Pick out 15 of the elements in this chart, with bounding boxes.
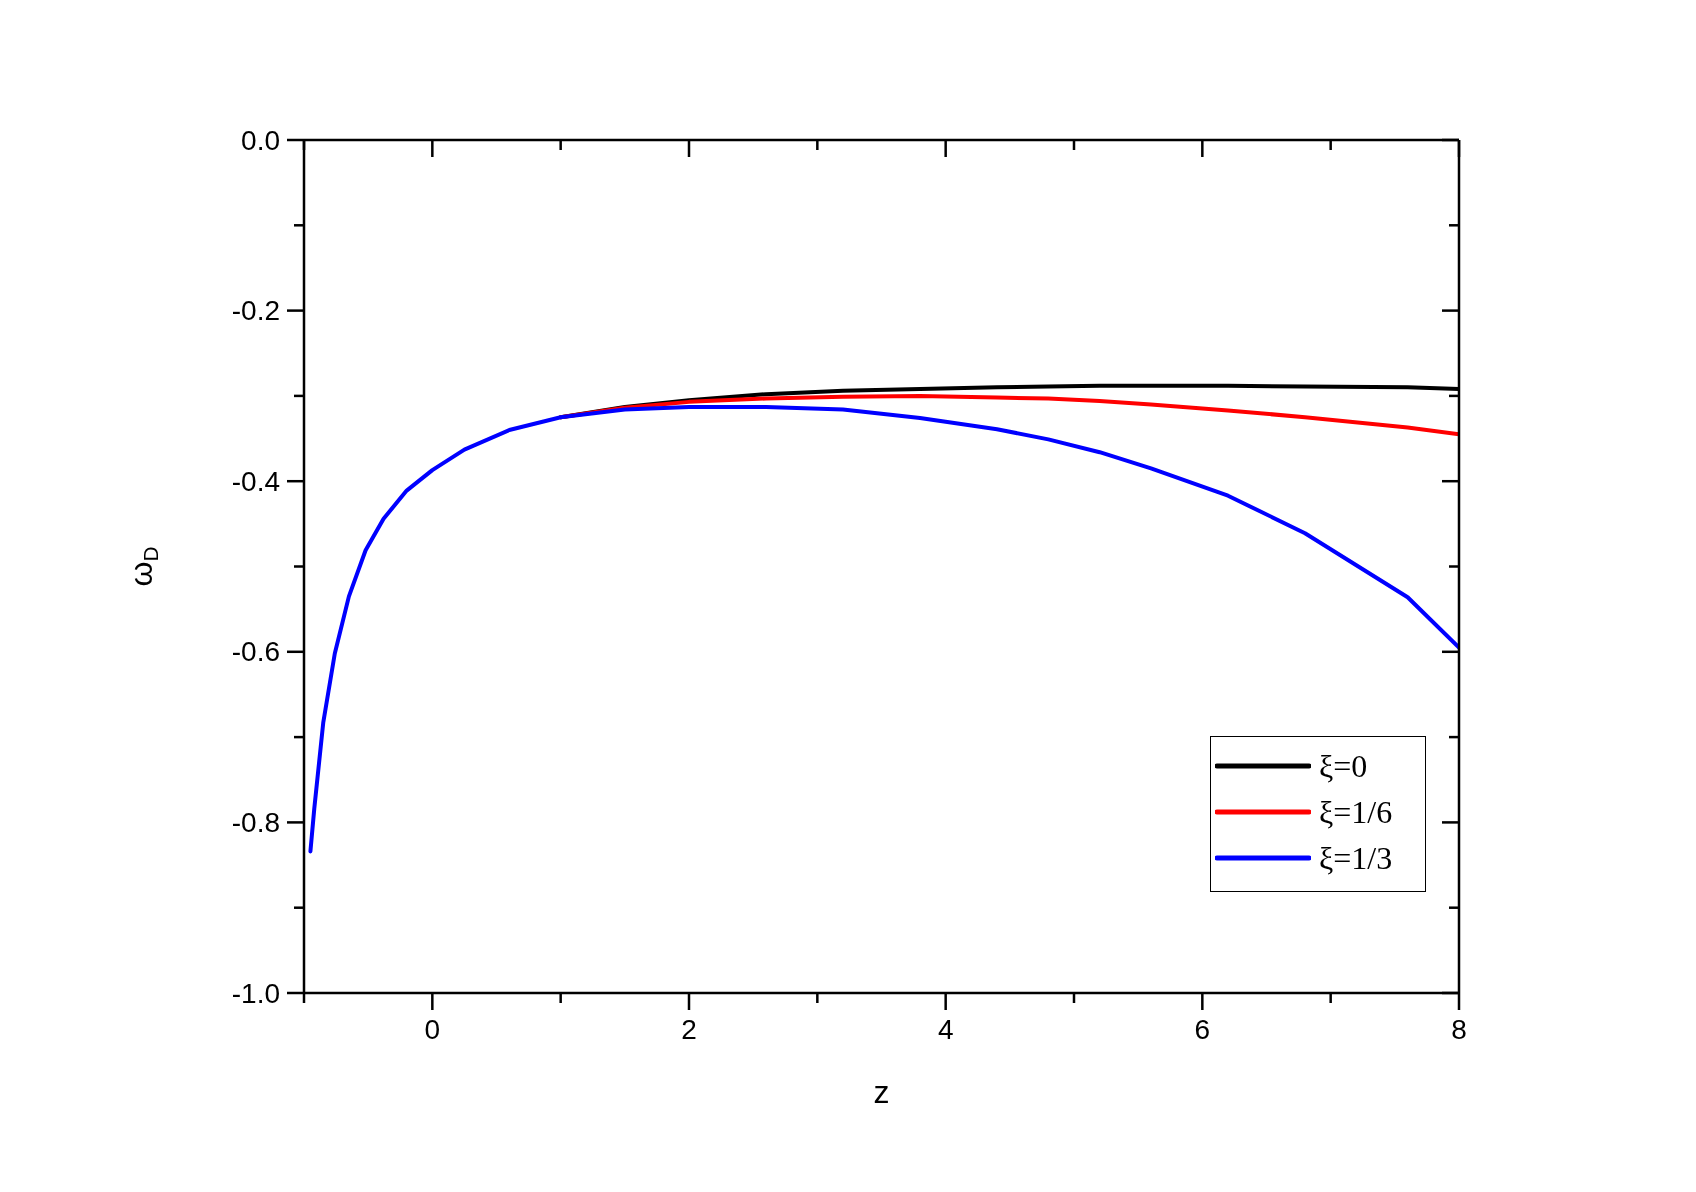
y-tick-label: -1.0 xyxy=(231,977,280,1009)
y-tick-label: -0.8 xyxy=(231,806,280,838)
y-tick-label: -0.6 xyxy=(231,636,280,668)
x-tick-label: 0 xyxy=(424,1014,441,1045)
y-tick-label: 0.0 xyxy=(241,124,280,156)
y-tick-label: -0.2 xyxy=(231,295,280,327)
legend-label: ξ=0 xyxy=(1319,747,1368,786)
legend-label: ξ=1/3 xyxy=(1319,839,1393,878)
y-tick-label: -0.4 xyxy=(231,465,280,497)
x-axis-title: z xyxy=(873,1074,890,1110)
x-tick-label: 8 xyxy=(1451,1014,1467,1045)
x-tick-label: 2 xyxy=(681,1014,697,1045)
x-tick-label: 4 xyxy=(937,1014,954,1045)
x-tick-label: 6 xyxy=(1194,1014,1211,1045)
legend-label: ξ=1/6 xyxy=(1319,793,1393,832)
